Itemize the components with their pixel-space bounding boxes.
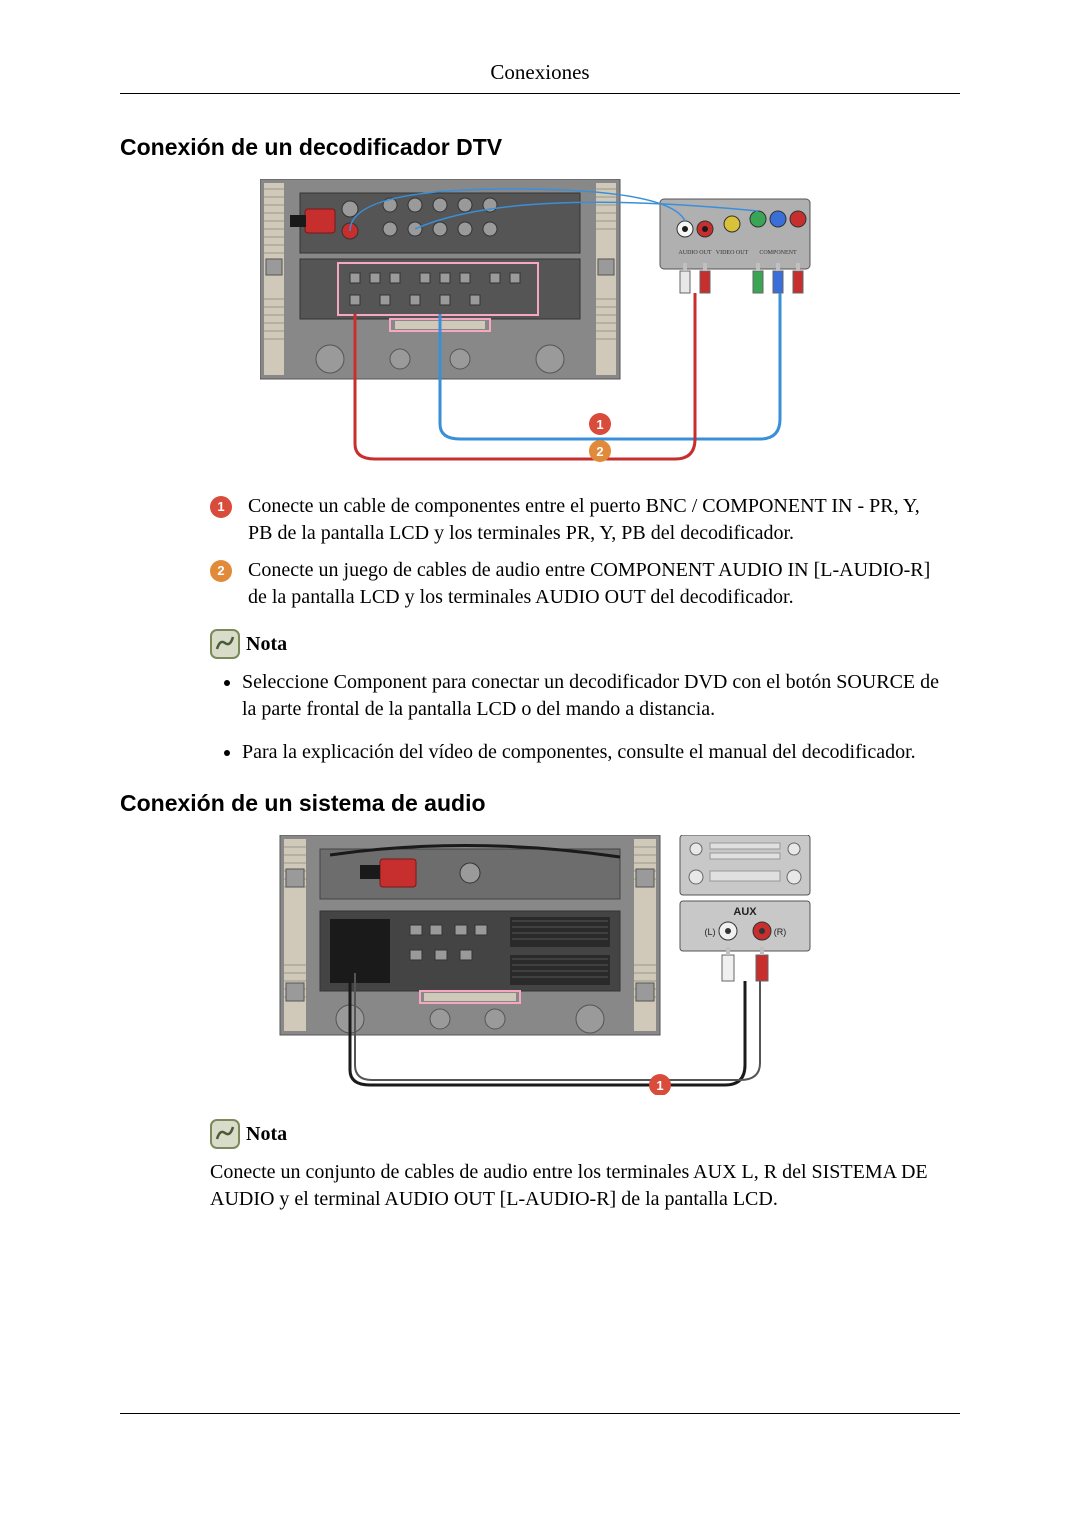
svg-text:(R): (R) — [774, 927, 787, 937]
section1-heading: Conexión de un decodificador DTV — [120, 134, 960, 161]
svg-text:1: 1 — [596, 417, 603, 432]
nota-icon — [210, 1119, 240, 1149]
step-item: 1 Conecte un cable de componentes entre … — [210, 493, 940, 547]
section2-heading: Conexión de un sistema de audio — [120, 790, 960, 817]
nota-row-1: Nota — [210, 629, 960, 659]
diagram2-container: AUX (L) (R) 1 — [120, 835, 960, 1095]
step-badge-1: 1 — [210, 496, 232, 518]
bullet-item: Seleccione Component para conectar un de… — [242, 669, 940, 723]
header-rule — [120, 93, 960, 94]
section2-nota-text: Conecte un conjunto de cables de audio e… — [210, 1159, 960, 1213]
diagram1-container: AUDIO OUT VIDEO OUT COMPONENT — [120, 179, 960, 469]
svg-text:AUX: AUX — [733, 906, 757, 918]
diagram1-svg: AUDIO OUT VIDEO OUT COMPONENT — [260, 179, 820, 469]
svg-text:(L): (L) — [705, 927, 716, 937]
nota-icon — [210, 629, 240, 659]
svg-text:AUDIO OUT: AUDIO OUT — [678, 250, 711, 256]
step-item: 2 Conecte un juego de cables de audio en… — [210, 557, 940, 611]
svg-text:VIDEO OUT: VIDEO OUT — [716, 250, 749, 256]
step-text: Conecte un cable de componentes entre el… — [248, 493, 940, 547]
section1-bullets: Seleccione Component para conectar un de… — [220, 669, 960, 766]
svg-text:2: 2 — [596, 444, 603, 459]
step-badge-2: 2 — [210, 560, 232, 582]
svg-text:COMPONENT: COMPONENT — [759, 250, 797, 256]
svg-text:1: 1 — [656, 1078, 663, 1093]
nota-label: Nota — [246, 633, 287, 656]
bullet-item: Para la explicación del vídeo de compone… — [242, 739, 940, 766]
step-text: Conecte un juego de cables de audio entr… — [248, 557, 940, 611]
nota-label: Nota — [246, 1123, 287, 1146]
nota-row-2: Nota — [210, 1119, 960, 1149]
section1-steps: 1 Conecte un cable de componentes entre … — [210, 493, 960, 611]
footer-rule — [120, 1413, 960, 1414]
page-header-title: Conexiones — [120, 60, 960, 93]
diagram2-svg: AUX (L) (R) 1 — [260, 835, 820, 1095]
